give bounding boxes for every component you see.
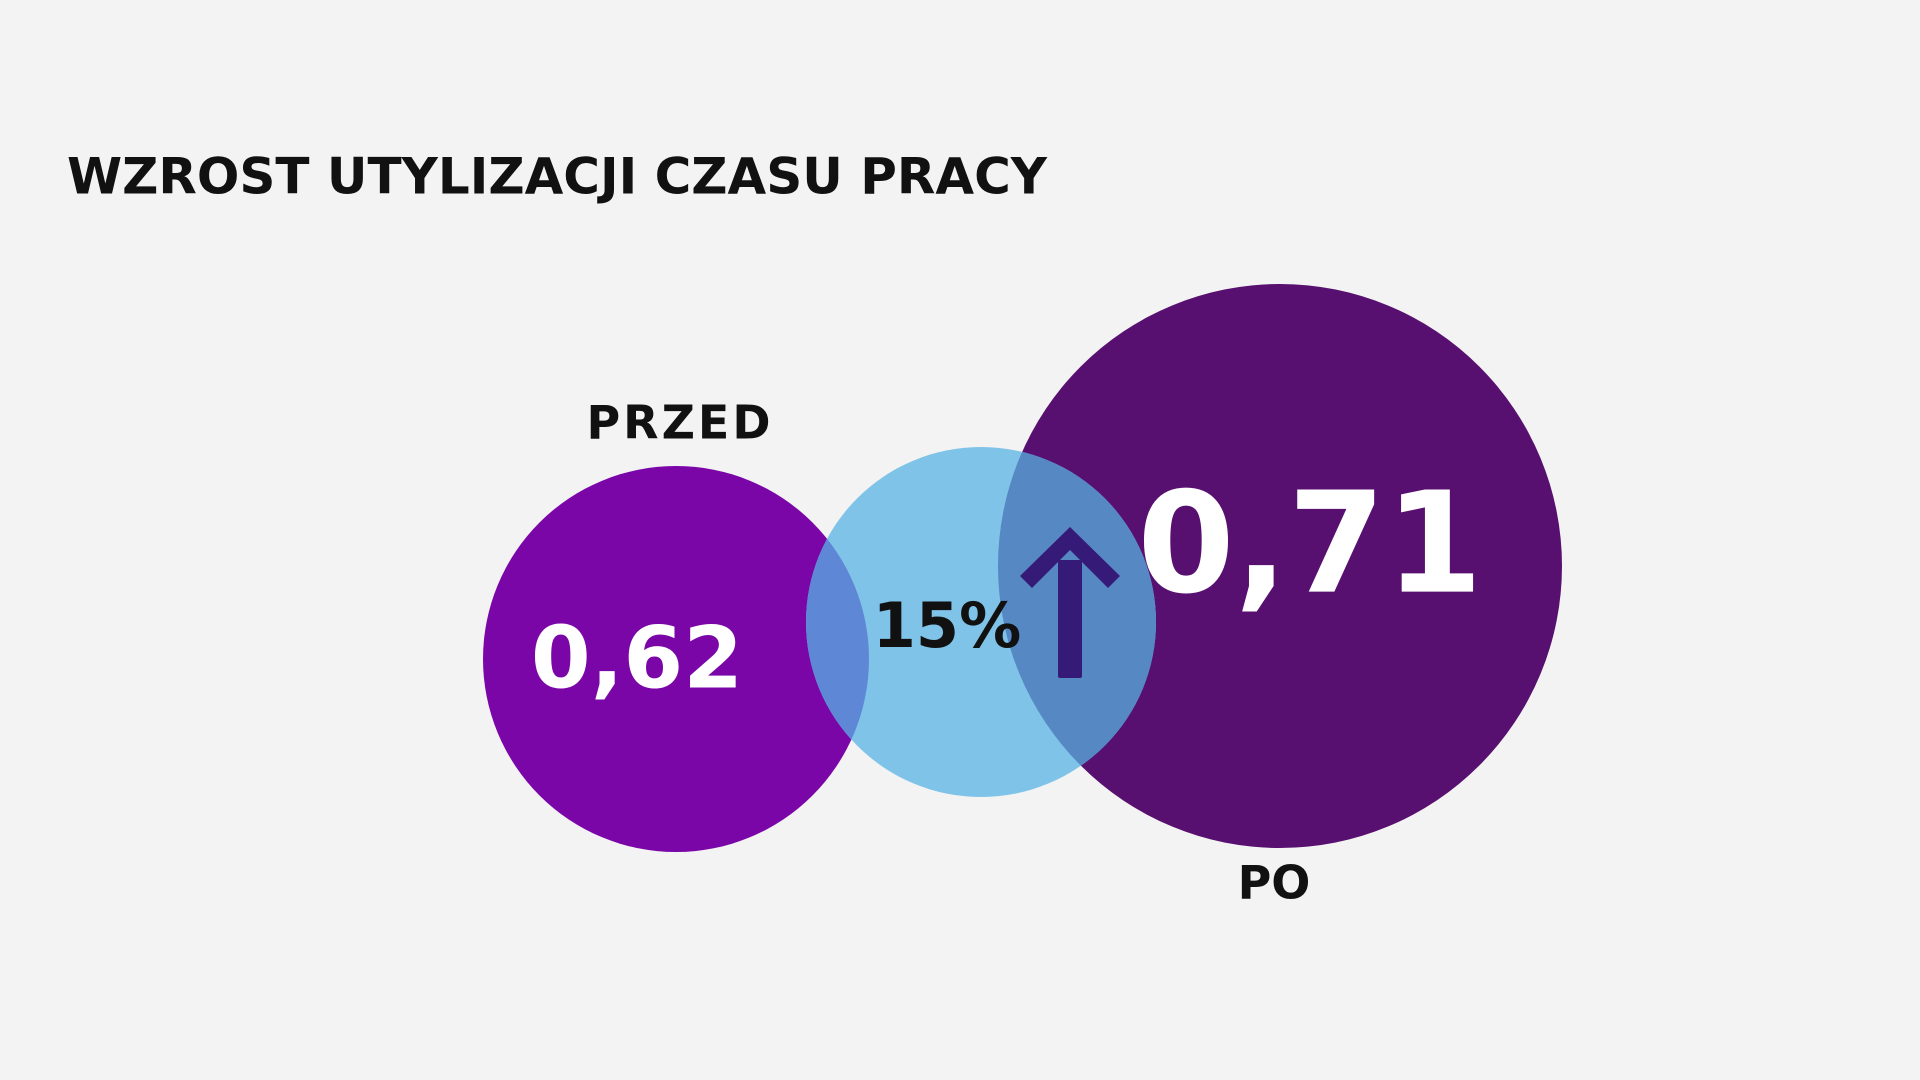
after-circle [998,284,1562,848]
change-value: 15% [873,589,1021,662]
before-value: 0,62 [531,608,743,708]
before-label: PRZED [586,396,773,450]
after-value: 0,71 [1137,463,1482,626]
before-circle [483,466,869,852]
title: WZROST UTYLIZACJI CZASU PRACY [67,148,1048,206]
after-label: PO [1238,856,1311,910]
up-arrow [1020,527,1120,678]
